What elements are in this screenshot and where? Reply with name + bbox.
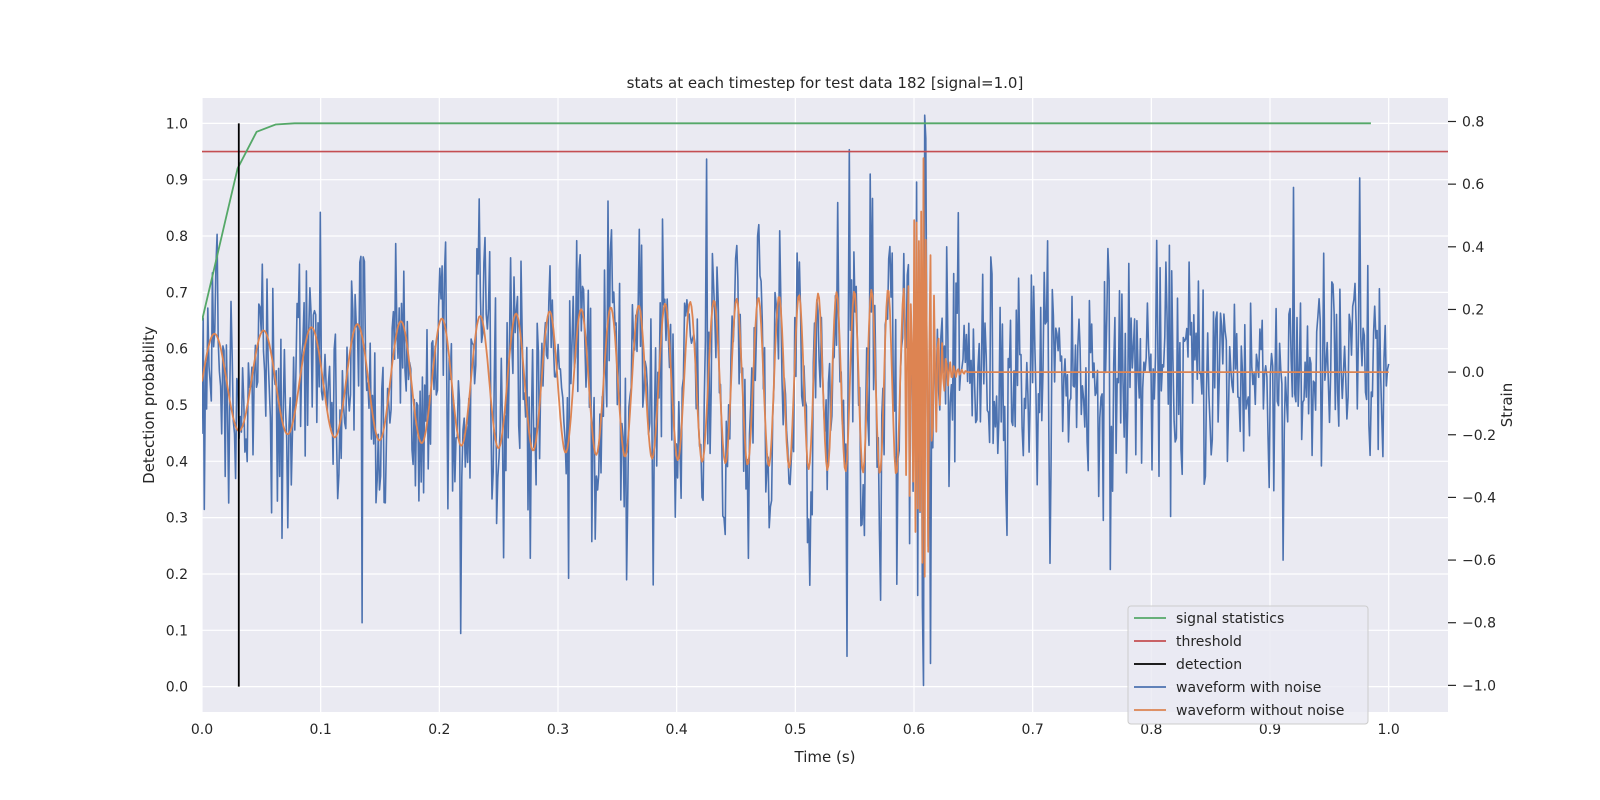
y-axis-left: 0.0 0.1 0.2 0.3 0.4 0.5 0.6 0.7 0.8 0.9 1.0 — [166, 116, 188, 695]
x-axis: 0.0 0.1 0.2 0.3 0.4 0.5 0.6 0.7 0.8 0.9 1.0 — [191, 722, 1400, 738]
x-tick-label: 1.0 — [1378, 722, 1400, 738]
series-line-signal-statistics — [202, 122, 1371, 321]
y-axis-left-label: Detection probability — [140, 326, 158, 484]
x-tick-label: 0.2 — [428, 722, 450, 738]
legend-label-waveform-without-noise: waveform without noise — [1176, 703, 1344, 719]
y-right-tick-label: 0.0 — [1462, 365, 1484, 381]
series-line-waveform-without-noise — [202, 157, 1389, 578]
x-tick-label: 0.1 — [310, 722, 332, 738]
y-right-tick-label: 0.8 — [1462, 114, 1484, 130]
legend: signal statistics threshold detection wa… — [1127, 605, 1369, 725]
y-left-tick-label: 0.6 — [166, 342, 188, 358]
x-tick-label: 0.5 — [784, 722, 806, 738]
y-right-tick-label: −1.0 — [1462, 678, 1496, 694]
x-axis-label: Time (s) — [794, 748, 856, 766]
y-left-tick-label: 0.4 — [166, 454, 188, 470]
y-right-tick-label: 0.4 — [1462, 240, 1484, 256]
y-right-tick-label: −0.4 — [1462, 490, 1496, 506]
x-tick-label: 0.8 — [1140, 722, 1162, 738]
y-right-tick-label: 0.2 — [1462, 302, 1484, 318]
y-left-tick-label: 0.8 — [166, 229, 188, 245]
x-tick-label: 0.4 — [666, 722, 688, 738]
y-right-tick-label: 0.6 — [1462, 177, 1484, 193]
y-left-tick-label: 0.1 — [166, 623, 188, 639]
legend-box — [1127, 605, 1369, 725]
y-left-tick-label: 0.5 — [166, 398, 188, 414]
x-tick-label: 0.6 — [903, 722, 925, 738]
x-tick-label: 0.9 — [1259, 722, 1281, 738]
x-tick-label: 0.0 — [191, 722, 213, 738]
y-left-tick-label: 0.2 — [166, 567, 188, 583]
chart-title: stats at each timestep for test data 182… — [627, 74, 1024, 92]
y-left-tick-label: 0.0 — [166, 680, 188, 696]
x-tick-label: 0.7 — [1022, 722, 1044, 738]
legend-label-signal-statistics: signal statistics — [1176, 611, 1284, 627]
y-left-tick-label: 0.7 — [166, 285, 188, 301]
y-right-tick-label: −0.8 — [1462, 616, 1496, 632]
legend-label-detection: detection — [1176, 657, 1242, 673]
x-tick-label: 0.3 — [547, 722, 569, 738]
y-axis-right: −1.0 −0.8 −0.6 −0.4 −0.2 0.0 0.2 0.4 0.6 0.8 — [1448, 114, 1496, 694]
legend-label-waveform-with-noise: waveform with noise — [1176, 680, 1321, 696]
y-left-tick-label: 0.3 — [166, 511, 188, 527]
legend-label-threshold: threshold — [1176, 634, 1242, 650]
y-left-tick-label: 0.9 — [166, 173, 188, 189]
y-axis-right-label: Strain — [1498, 383, 1516, 427]
y-right-tick-label: −0.6 — [1462, 553, 1496, 569]
series-layer — [202, 114, 1448, 687]
y-left-tick-label: 1.0 — [166, 116, 188, 132]
y-right-tick-label: −0.2 — [1462, 428, 1496, 444]
